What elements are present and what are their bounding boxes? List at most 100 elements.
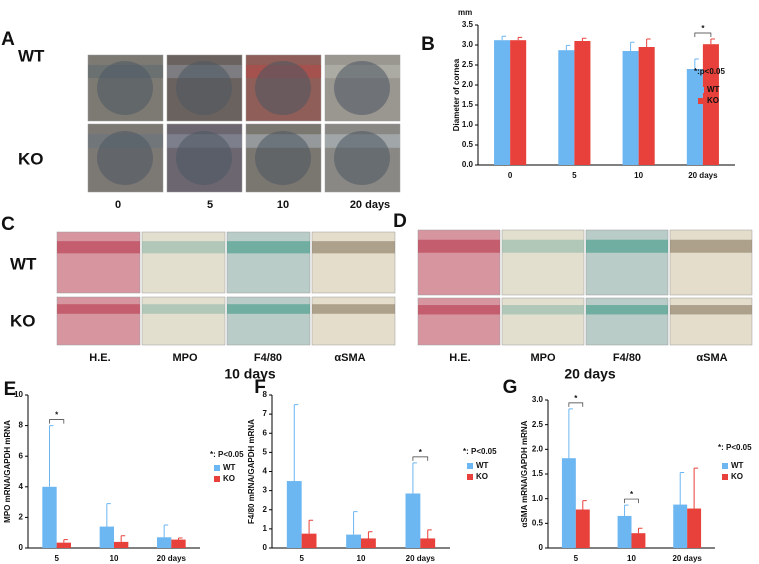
x-tick-label: 10 — [634, 171, 643, 180]
significance-bracket — [624, 498, 639, 504]
micrograph-detail — [502, 239, 584, 253]
x-tick-label: 5 — [574, 554, 579, 563]
error-bar — [120, 535, 126, 542]
x-tick-label: 20 days — [406, 554, 436, 563]
eye — [97, 131, 153, 185]
legend-label: KO — [707, 96, 719, 105]
column-label: 5 — [207, 199, 213, 211]
column-label: MPO — [172, 352, 198, 364]
panel-caption: 10 days — [224, 366, 276, 382]
bar — [114, 541, 129, 548]
bar — [510, 40, 527, 166]
error-bar — [106, 503, 111, 527]
error-bar — [582, 500, 587, 510]
y-tick-label: 8 — [19, 421, 24, 430]
micrograph-detail — [57, 304, 140, 314]
bar — [673, 504, 688, 548]
error-bar — [710, 38, 715, 45]
legend-label: KO — [476, 472, 488, 481]
panel-letter: F — [254, 377, 266, 398]
error-bar — [679, 472, 685, 505]
column-label: 10 — [277, 199, 289, 211]
y-tick-label: 2.5 — [532, 420, 544, 429]
error-bar — [427, 529, 432, 539]
error-bar — [637, 527, 643, 534]
panel-caption: 20 days — [564, 366, 616, 382]
micrograph-detail — [502, 305, 584, 315]
error-bar — [63, 539, 68, 543]
error-bar — [308, 519, 314, 534]
eye — [334, 61, 390, 115]
micrograph-detail — [670, 305, 752, 315]
error-bar — [367, 531, 373, 539]
significance-label: * — [574, 394, 578, 403]
legend-swatch — [722, 474, 728, 480]
legend-label: WT — [223, 463, 236, 472]
row-label: WT — [18, 46, 45, 65]
y-tick-label: 6 — [263, 428, 268, 437]
significance-bracket — [49, 419, 65, 424]
legend-swatch — [467, 463, 473, 469]
column-label: 20 days — [350, 199, 390, 211]
micrograph-detail — [227, 241, 310, 254]
y-axis-label: Diameter of cornea — [452, 58, 461, 131]
x-tick-label: 10 — [110, 554, 119, 563]
bar — [575, 509, 590, 548]
micrograph-detail — [312, 241, 395, 254]
x-tick-label: 10 — [357, 554, 366, 563]
annotation: *: P<0.05 — [463, 447, 497, 456]
legend-swatch — [698, 98, 704, 104]
error-bar — [624, 504, 629, 516]
bar — [631, 533, 646, 548]
y-axis-label: αSMA mRNA/GAPDH mRNA — [520, 420, 529, 527]
x-tick-label: 20 days — [672, 554, 702, 563]
panel-letter: E — [4, 379, 17, 400]
micrograph-detail — [586, 305, 668, 315]
y-tick-label: 10 — [14, 390, 23, 399]
bar — [702, 44, 719, 166]
error-bar — [517, 36, 523, 41]
micrograph-detail — [227, 304, 310, 314]
error-bar — [630, 41, 635, 51]
row-label: WT — [10, 254, 37, 273]
bar — [561, 458, 576, 548]
error-bar — [694, 58, 699, 69]
panel-letter: B — [421, 34, 435, 55]
bar — [622, 51, 639, 165]
bar — [617, 515, 632, 548]
column-label: F4/80 — [613, 352, 641, 364]
significance-bracket — [412, 456, 429, 461]
significance-bracket — [694, 32, 712, 37]
bar — [558, 50, 575, 166]
error-bar — [163, 524, 169, 538]
micrograph-detail — [312, 304, 395, 314]
column-label: H.E. — [89, 352, 110, 364]
eye — [97, 61, 153, 115]
bar — [574, 41, 591, 165]
eye — [255, 131, 311, 185]
legend-swatch — [467, 474, 473, 480]
significance-label: * — [55, 411, 59, 420]
y-tick-label: 0.0 — [462, 160, 474, 169]
error-bar — [646, 38, 651, 47]
legend-label: WT — [476, 461, 489, 470]
row-label: KO — [10, 311, 36, 330]
y-tick-label: 2 — [19, 513, 24, 522]
y-tick-label: 1 — [263, 524, 268, 533]
column-label: αSMA — [334, 352, 365, 364]
legend-swatch — [698, 87, 704, 93]
y-tick-label: 5 — [263, 447, 268, 456]
legend-label: KO — [223, 474, 235, 483]
panel-letter: G — [503, 377, 518, 398]
micrograph-detail — [418, 305, 500, 315]
panel-letter: A — [1, 29, 15, 50]
micrograph-detail — [57, 241, 140, 254]
y-axis-label: MPO mRNA/GAPDH mRNA — [3, 420, 12, 523]
panel-letter: C — [1, 214, 15, 235]
bar — [420, 538, 436, 548]
significance-label: * — [701, 24, 705, 33]
micrograph-detail — [586, 239, 668, 253]
y-tick-label: 3.0 — [532, 395, 544, 404]
micrograph-detail — [670, 239, 752, 253]
x-tick-label: 5 — [299, 554, 304, 563]
